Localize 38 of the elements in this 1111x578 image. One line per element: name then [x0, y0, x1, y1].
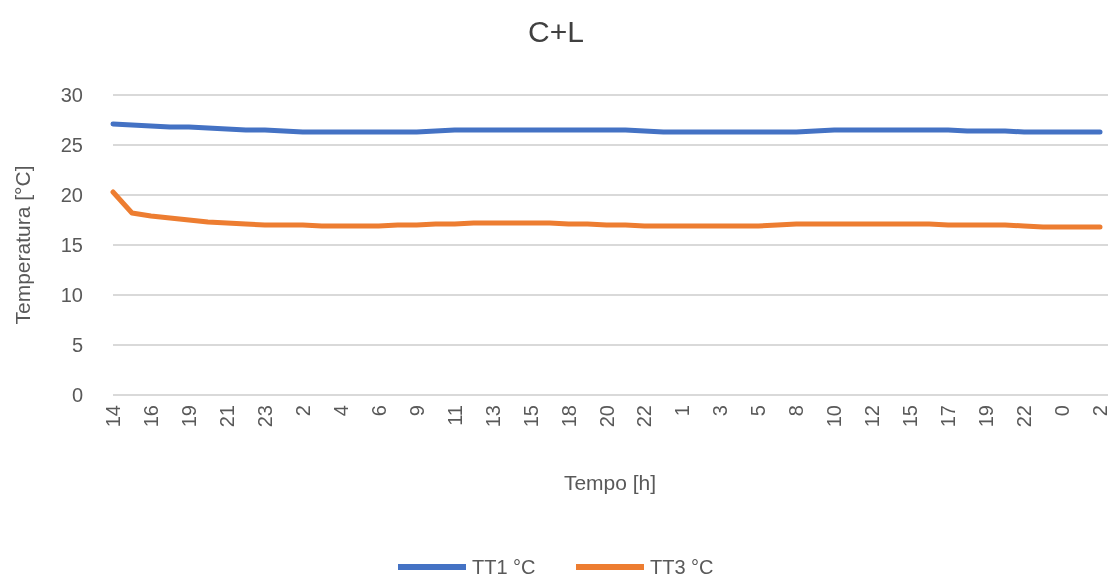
x-tick-label: 1: [671, 405, 694, 417]
chart-title: C+L: [528, 15, 584, 48]
x-axis-title: Tempo [h]: [563, 471, 657, 494]
y-tick-label: 5: [71, 334, 83, 356]
y-tick-label: 10: [60, 284, 83, 306]
x-tick-label: 6: [367, 405, 390, 417]
x-tick-label: 5: [747, 405, 770, 417]
x-tick-label: 19: [975, 405, 998, 428]
legend-label: TT3 °C: [650, 556, 714, 578]
x-tick-label: 3: [709, 405, 732, 417]
y-tick-label: 15: [60, 234, 83, 256]
y-tick-label: 20: [60, 184, 83, 206]
legend-label: TT1 °C: [472, 556, 536, 578]
x-tick-label: 18: [557, 405, 580, 428]
x-tick-label: 15: [899, 405, 922, 428]
x-tick-label: 2: [291, 405, 314, 417]
x-tick-label: 0: [1051, 405, 1074, 417]
x-tick-label: 15: [519, 405, 542, 428]
x-tick-label: 16: [139, 405, 162, 428]
x-tick-label: 2: [1089, 405, 1111, 417]
x-tick-label: 21: [215, 405, 238, 428]
x-tick-label: 12: [861, 405, 884, 428]
x-tick-label: 8: [785, 405, 808, 417]
x-tick-label: 22: [1013, 405, 1036, 428]
x-tick-label: 13: [481, 405, 504, 428]
x-tick-label: 4: [329, 405, 352, 417]
x-tick-label: 11: [443, 405, 466, 426]
y-tick-label: 25: [60, 134, 83, 156]
y-axis-title: Temperatura [°C]: [11, 165, 34, 325]
x-tick-label: 14: [102, 405, 124, 428]
x-tick-label: 23: [253, 405, 276, 428]
x-tick-label: 10: [823, 405, 846, 428]
y-tick-label: 30: [60, 84, 83, 106]
x-tick-label: 19: [177, 405, 200, 428]
x-tick-label: 22: [633, 405, 656, 428]
x-tick-label: 9: [405, 405, 428, 417]
x-tick-label: 20: [595, 405, 618, 428]
x-tick-label: 17: [937, 405, 960, 428]
